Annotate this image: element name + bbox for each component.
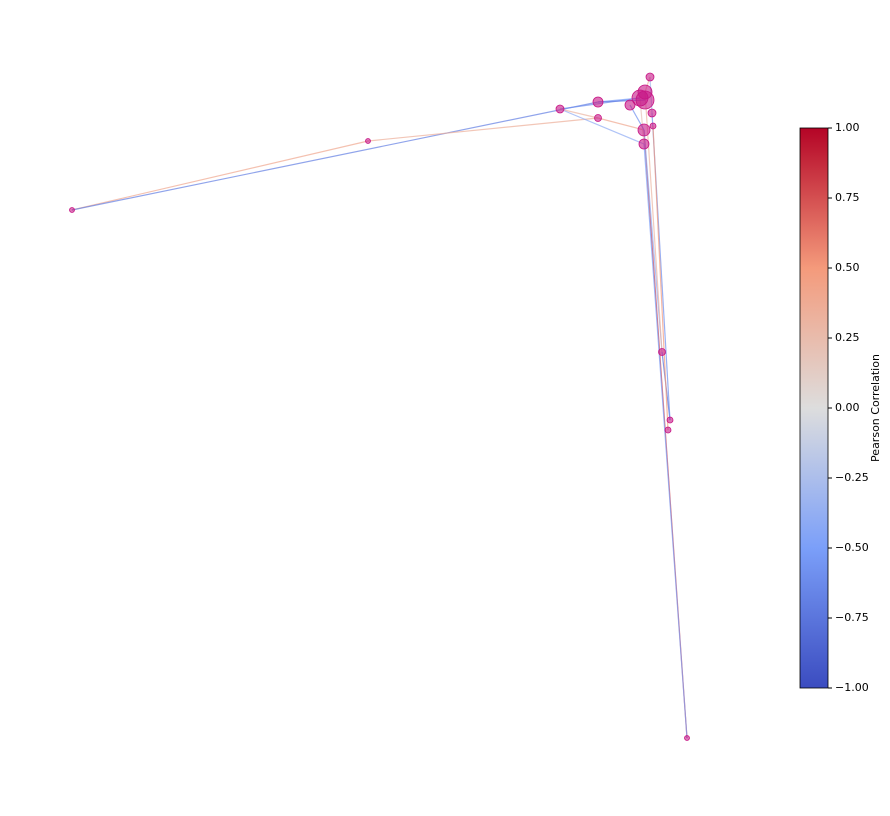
colorbar-tick-label: 0.50 <box>835 261 860 274</box>
edge <box>367 117 599 142</box>
edge <box>597 117 645 131</box>
edge <box>559 108 599 119</box>
node <box>594 114 602 122</box>
node <box>664 426 672 434</box>
colorbar-tick-label: −0.50 <box>835 541 869 554</box>
colorbar-label: Pearson Correlation <box>869 354 882 462</box>
colorbar-tick-label: −1.00 <box>835 681 869 694</box>
colorbar-tick-label: 0.75 <box>835 191 860 204</box>
node <box>649 122 657 130</box>
node <box>645 72 655 82</box>
edge <box>71 101 599 211</box>
edge <box>643 143 688 739</box>
colorbar-tick-label: 0.00 <box>835 401 860 414</box>
node <box>638 138 650 150</box>
node <box>592 96 604 108</box>
edges <box>71 76 688 739</box>
node <box>684 735 690 741</box>
colorbar-tick-label: −0.75 <box>835 611 869 624</box>
edge <box>652 125 669 431</box>
colorbar-tick-label: 1.00 <box>835 121 860 134</box>
node <box>69 207 75 213</box>
node <box>365 138 371 144</box>
node <box>666 416 674 424</box>
node <box>635 90 655 110</box>
node <box>624 99 636 111</box>
node <box>647 108 657 118</box>
node <box>658 348 666 356</box>
edge <box>644 91 663 353</box>
edge <box>559 108 645 145</box>
colorbar-tick-label: −0.25 <box>835 471 869 484</box>
node <box>555 104 565 114</box>
edge <box>71 140 369 211</box>
nodes <box>69 72 690 741</box>
colorbar <box>799 127 829 689</box>
colorbar-tick-label: 0.25 <box>835 331 860 344</box>
node <box>637 123 651 137</box>
